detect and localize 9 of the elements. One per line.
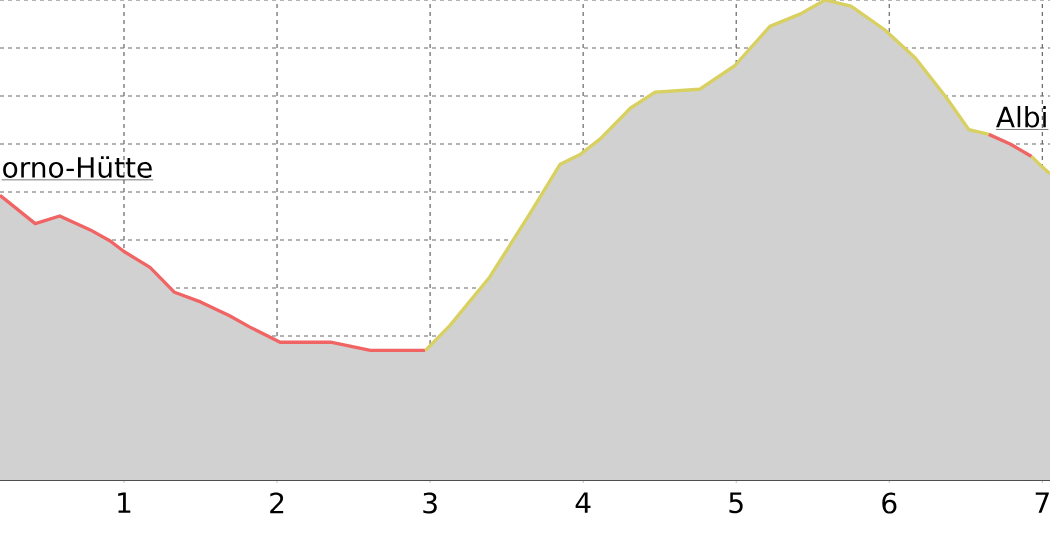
x-tick-label: 7 <box>1035 492 1049 513</box>
x-tick-label: 2 <box>270 492 284 514</box>
annotation: orno-Hütte <box>3 156 152 178</box>
x-tick-label: 4 <box>575 492 591 513</box>
annotation: Albi <box>996 105 1046 128</box>
x-tick-label: 5 <box>729 492 743 514</box>
x-tick-label: 6 <box>882 492 897 514</box>
x-tick-label: 1 <box>118 492 131 513</box>
x-tick-label: 3 <box>423 492 437 514</box>
